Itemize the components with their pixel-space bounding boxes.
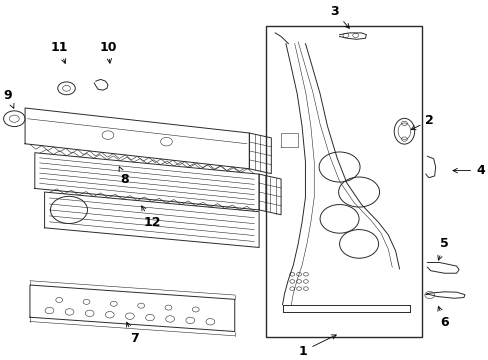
Text: 12: 12 [142,206,160,229]
Text: 5: 5 [437,237,448,260]
Text: 8: 8 [119,167,129,186]
Text: 4: 4 [452,164,484,177]
Text: 9: 9 [4,89,14,108]
Bar [266,26,422,337]
Text: 7: 7 [126,322,139,345]
Text: 1: 1 [298,335,336,358]
Text: 11: 11 [50,41,68,63]
Text: 6: 6 [437,306,448,329]
Text: 10: 10 [99,41,117,63]
Text: 3: 3 [330,5,348,28]
Text: 2: 2 [410,114,433,130]
